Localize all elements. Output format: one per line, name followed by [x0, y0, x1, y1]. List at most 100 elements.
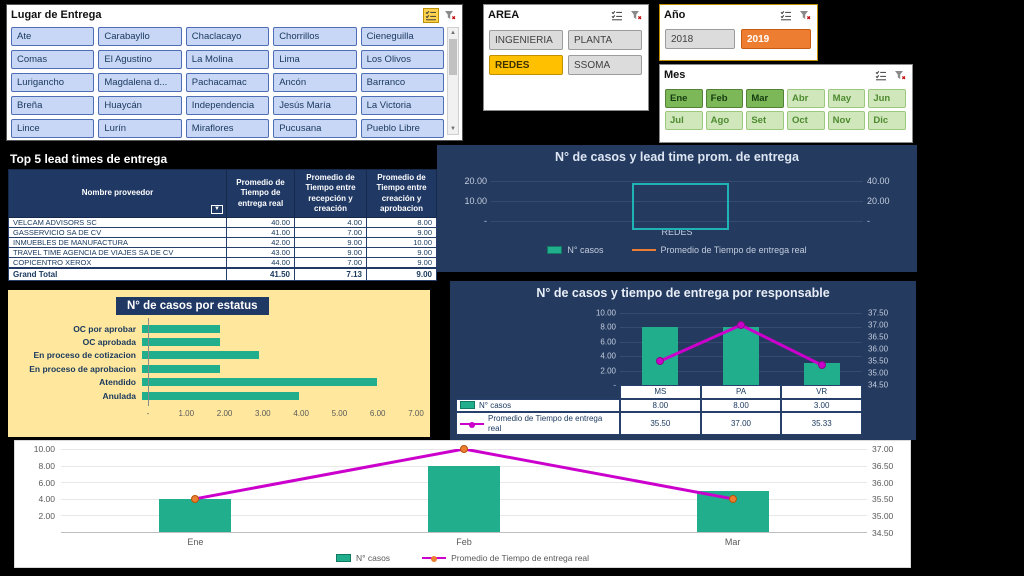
category-label: En proceso de cotizacion [33, 350, 137, 361]
multi-select-icon[interactable] [423, 7, 439, 23]
x-axis-label: Mar [724, 537, 741, 547]
axis-tick: 5.00 [331, 409, 348, 418]
slicer-anio-title: Año [664, 9, 686, 21]
axis-tick: 6.00 [369, 409, 386, 418]
plot-area [491, 181, 863, 231]
slicer-button-anio[interactable]: 2018 [665, 29, 735, 49]
slicer-button-lugar[interactable]: Breña [11, 96, 95, 115]
slicer-button-area[interactable]: PLANTA [568, 30, 642, 50]
bar-track [142, 351, 416, 360]
clear-filter-icon[interactable] [892, 68, 908, 83]
scroll-thumb[interactable] [449, 39, 457, 75]
slicer-button-mes[interactable]: Feb [705, 89, 744, 108]
column-header-label: Promedio de Tiempo de entrega real [236, 177, 285, 208]
axis-tick: 36.00 [872, 477, 894, 488]
right-axis: 40.00 20.00 - [867, 176, 911, 226]
axis-tick: 4.00 [293, 409, 309, 418]
slicer-button-mes[interactable]: Set [746, 111, 784, 130]
slicer-area-title: AREA [488, 9, 520, 21]
slicer-button-mes[interactable]: Jul [665, 111, 703, 130]
slicer-button-lugar[interactable]: Ancón [273, 73, 357, 92]
slicer-button-lugar[interactable]: Lurín [98, 119, 182, 138]
value-cell: 43.00 [226, 247, 295, 258]
axis-tick: 35.50 [872, 494, 894, 505]
slicer-button-anio[interactable]: 2019 [741, 29, 811, 49]
clear-filter-icon[interactable] [628, 8, 644, 23]
slicer-button-lugar[interactable]: Carabayllo [98, 27, 182, 46]
slicer-button-lugar[interactable]: Ate [11, 27, 95, 46]
slicer-button-mes[interactable]: Oct [787, 111, 825, 130]
legend-label: Promedio de Tiempo de entrega real [451, 553, 590, 563]
legend-label: N° casos [355, 553, 391, 563]
column-header: Promedio de Tiempo de entrega real [226, 169, 295, 218]
category-label: En proceso de aprobacion [29, 363, 136, 374]
slicer-button-lugar[interactable]: Lima [273, 50, 357, 69]
gridline [491, 221, 863, 222]
legend-bar-swatch [547, 246, 563, 254]
value-cell: 9.00 [366, 267, 437, 281]
slicer-button-lugar[interactable]: Comas [11, 50, 95, 69]
slicer-button-mes[interactable]: Dic [868, 111, 906, 130]
slicer-button-lugar[interactable]: Jesús María [273, 96, 357, 115]
slicer-button-mes[interactable]: Abr [787, 89, 825, 108]
column-header[interactable]: Nombre proveedor ▼ [8, 169, 227, 218]
slicer-button-lugar[interactable]: Magdalena d... [98, 73, 182, 92]
slicer-button-mes[interactable]: Ene [665, 89, 703, 108]
bar-row: En proceso de cotizacion [14, 349, 416, 362]
chart-title: N° de casos y tiempo de entrega por resp… [536, 286, 830, 300]
bar [142, 338, 221, 347]
slicer-button-area[interactable]: REDES [489, 55, 563, 75]
bar-track [142, 338, 416, 347]
scrollbar[interactable]: ▲ ▼ [447, 27, 459, 135]
slicer-button-lugar[interactable]: Pueblo Libre [360, 119, 444, 138]
slicer-button-mes[interactable]: Nov [827, 111, 866, 130]
slicer-button-lugar[interactable]: Cieneguilla [360, 27, 444, 46]
slicer-button-lugar[interactable]: Chorrillos [273, 27, 357, 46]
slicer-button-lugar[interactable]: La Molina [185, 50, 270, 69]
value-cell: 9.00 [294, 237, 367, 248]
line-point [460, 445, 468, 453]
filter-sort-icon[interactable]: ▼ [211, 205, 223, 214]
multi-select-icon[interactable] [873, 68, 889, 83]
slicer-button-lugar[interactable]: Pachacamac [185, 73, 270, 92]
multi-select-icon[interactable] [609, 8, 625, 23]
slicer-button-lugar[interactable]: Lurigancho [11, 73, 95, 92]
slicer-button-mes[interactable]: Ago [705, 111, 744, 130]
axis-tick: 4.00 [38, 494, 55, 505]
clear-filter-icon[interactable] [442, 8, 458, 23]
slicer-button-area[interactable]: INGENIERIA [489, 30, 563, 50]
slicer-button-lugar[interactable]: El Agustino [98, 50, 182, 69]
left-axis: 20.00 10.00 - [443, 176, 487, 226]
slicer-button-lugar[interactable]: Lince [11, 119, 95, 138]
slicer-button-lugar[interactable]: Independencia [185, 96, 270, 115]
selected-bar-outline [632, 183, 730, 231]
slicer-mes-header: Mes [660, 65, 912, 85]
slicer-button-mes[interactable]: Mar [746, 89, 784, 108]
slicer-button-lugar[interactable]: Barranco [360, 73, 444, 92]
legend-label: Promedio de Tiempo de entrega real [488, 414, 603, 433]
bar [142, 364, 221, 373]
table-row: VELCAM ADVISORS SC 40.00 4.00 8.00 [8, 217, 437, 228]
clear-filter-icon[interactable] [797, 8, 813, 23]
axis-tick: 10.00 [33, 444, 55, 454]
slicer-button-mes[interactable]: Jun [868, 89, 906, 108]
chart-legend: N° casos Promedio de Tiempo de entrega re… [15, 553, 910, 563]
slicer-button-lugar[interactable]: Los Olivos [360, 50, 444, 69]
scroll-down-arrow[interactable]: ▼ [450, 126, 456, 132]
slicer-button-lugar[interactable]: Pucusana [273, 119, 357, 138]
slicer-button-mes[interactable]: May [827, 89, 866, 108]
axis-tick: 34.50 [872, 528, 894, 538]
slicer-button-lugar[interactable]: La Victoria [360, 96, 444, 115]
axis-tick: 2.00 [38, 511, 55, 522]
slicer-button-lugar[interactable]: Huaycán [98, 96, 182, 115]
slicer-button-lugar[interactable]: Miraflores [185, 119, 270, 138]
multi-select-icon[interactable] [778, 8, 794, 23]
slicer-button-area[interactable]: SSOMA [568, 55, 642, 75]
plot-area [61, 445, 867, 533]
axis-tick: 3.00 [255, 409, 271, 418]
right-axis: 37.50 37.00 36.50 36.00 35.50 35.00 34.50 [868, 309, 912, 390]
slicer-button-lugar[interactable]: Chaclacayo [185, 27, 270, 46]
bar-track [142, 364, 416, 373]
scroll-up-arrow[interactable]: ▲ [450, 30, 456, 36]
